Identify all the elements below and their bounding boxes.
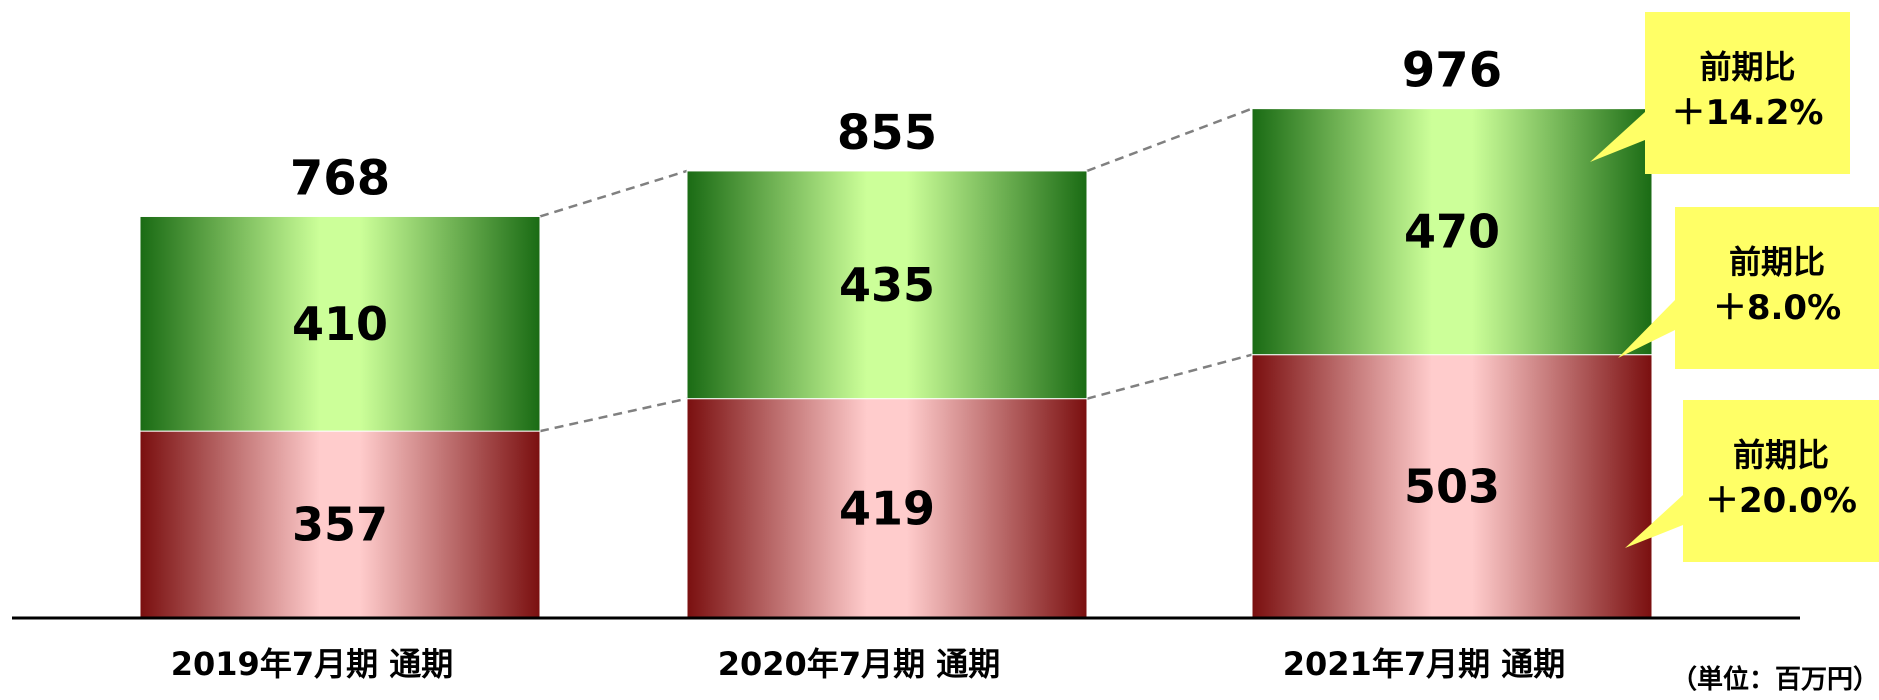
- total-label-0: 768: [290, 150, 390, 206]
- callout-box: [1675, 207, 1879, 369]
- callout-value: ＋20.0%: [1705, 481, 1857, 521]
- callout-value: ＋14.2%: [1672, 93, 1824, 133]
- data-label-series0-1: 419: [839, 481, 935, 535]
- connector-line-series1-0: [539, 169, 688, 218]
- bar-series1-0: [139, 215, 541, 432]
- bar-series0-2: [1251, 354, 1653, 619]
- callout-title: 前期比: [1699, 48, 1795, 86]
- callout-pointer: [1618, 300, 1675, 358]
- callout-pointer: [1625, 495, 1683, 548]
- connector-line-series0-1: [1086, 353, 1253, 400]
- category-label-2: 2021年7月期 通期: [1283, 645, 1565, 683]
- growth-callout-0: 前期比 ＋14.2%: [1590, 12, 1850, 174]
- bar-series0-0: [139, 430, 541, 619]
- category-label-1: 2020年7月期 通期: [718, 645, 1000, 683]
- callout-pointer: [1590, 112, 1645, 162]
- callout-title: 前期比: [1729, 243, 1825, 281]
- growth-callout-2: 前期比 ＋20.0%: [1625, 400, 1879, 562]
- callout-value: ＋8.0%: [1713, 288, 1841, 328]
- data-label-series1-2: 470: [1404, 205, 1500, 259]
- bar-series1-1: [686, 170, 1088, 400]
- callout-box: [1645, 12, 1850, 174]
- unit-label: （単位：百万円）: [1671, 664, 1879, 695]
- total-label-1: 855: [837, 105, 937, 161]
- data-label-series0-0: 357: [292, 498, 388, 552]
- total-label-2: 976: [1402, 43, 1502, 99]
- connector-line-series1-1: [1086, 107, 1253, 173]
- callout-title: 前期比: [1733, 436, 1829, 474]
- growth-callout-1: 前期比 ＋8.0%: [1618, 207, 1879, 369]
- connector-line-series0-0: [539, 397, 688, 433]
- data-label-series0-2: 503: [1404, 459, 1500, 513]
- callout-box: [1683, 400, 1879, 562]
- data-label-series1-1: 435: [839, 258, 935, 312]
- data-label-series1-0: 410: [292, 297, 388, 351]
- category-label-0: 2019年7月期 通期: [171, 645, 453, 683]
- bar-series1-2: [1251, 108, 1653, 356]
